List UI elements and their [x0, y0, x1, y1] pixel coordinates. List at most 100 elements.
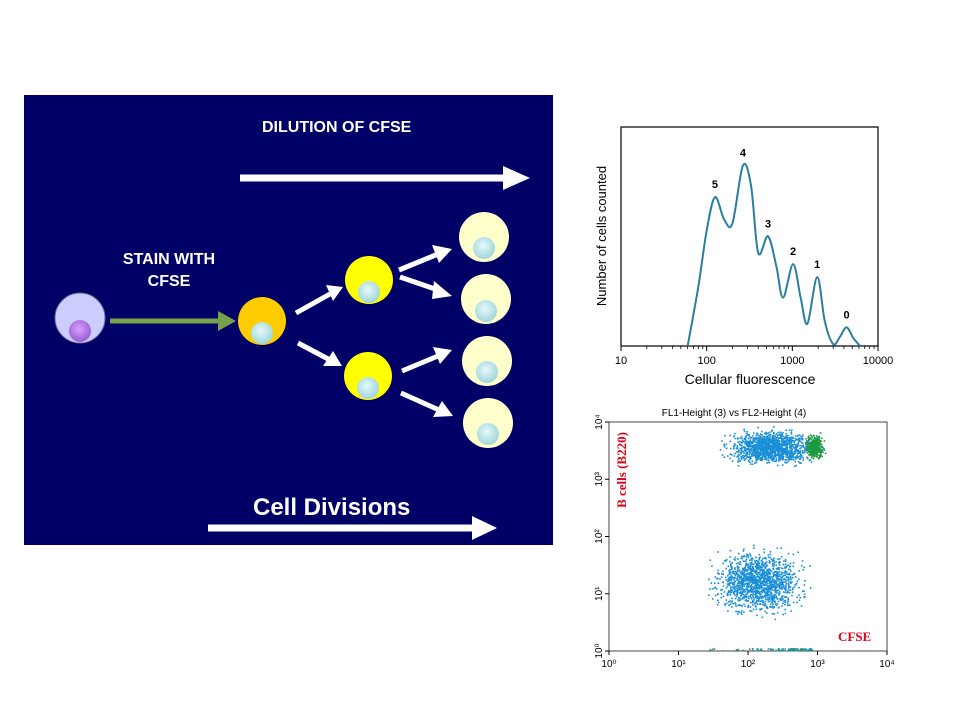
flow-dot — [779, 437, 781, 439]
flow-dot — [754, 580, 756, 583]
flow-dot — [737, 561, 740, 564]
flow-dot — [739, 587, 742, 590]
flow-dot — [755, 456, 757, 458]
flow-dot — [791, 594, 793, 597]
flow-dot — [738, 599, 741, 602]
flow-dot — [759, 581, 761, 583]
flow-dot — [740, 441, 742, 443]
flow-dot — [798, 451, 801, 453]
flow-dot — [769, 603, 772, 605]
flow-dot — [777, 571, 779, 574]
flow-dot — [763, 569, 765, 571]
flow-dot — [786, 446, 789, 448]
flow-dot — [784, 588, 787, 591]
flow-dot — [752, 575, 754, 577]
flow-dot — [730, 589, 732, 591]
flow-dot — [758, 573, 761, 576]
flow-dot — [751, 463, 754, 466]
flow-dot — [737, 465, 740, 467]
flow-dot — [756, 439, 759, 442]
flow-dot — [770, 457, 772, 459]
flow-dot — [783, 596, 786, 598]
flow-dot — [820, 451, 823, 454]
flow-dot — [786, 602, 789, 604]
flow-dot — [795, 464, 797, 467]
flow-dot — [801, 451, 804, 453]
flow-dot — [741, 557, 744, 560]
flow-dot — [730, 571, 732, 573]
flow-dot — [733, 455, 735, 457]
flow-dot — [766, 607, 769, 609]
flow-dot — [801, 455, 803, 458]
flow-dot — [736, 447, 739, 450]
flow-dot — [759, 435, 761, 437]
flow-dot — [766, 449, 768, 451]
flow-dot — [736, 577, 738, 580]
flow-dot — [730, 565, 732, 568]
flow-dot — [734, 452, 736, 455]
flow-dot — [812, 457, 815, 460]
flow-dot — [775, 447, 778, 450]
flow-dot — [759, 584, 761, 587]
flow-dot — [722, 595, 725, 598]
flow-dot — [742, 446, 745, 448]
parent-cell — [54, 292, 106, 344]
flow-dot — [767, 443, 770, 446]
flow-dot — [816, 456, 818, 458]
flow-dot — [752, 453, 754, 456]
flow-dot — [786, 571, 788, 573]
flow-dot — [806, 457, 809, 460]
flow-dot — [777, 438, 779, 441]
flow-dot — [767, 600, 770, 603]
flow-y-tick-label: 10³ — [594, 471, 605, 486]
flow-dot — [796, 435, 799, 437]
flow-dot — [742, 569, 744, 572]
flow-dot — [812, 443, 814, 446]
flow-dot — [785, 572, 787, 575]
flow-dot — [791, 436, 794, 438]
flow-dot — [775, 460, 777, 462]
flow-dot — [783, 440, 786, 443]
flow-dot — [762, 604, 765, 606]
flow-dot — [744, 599, 747, 602]
flow-dot — [760, 587, 763, 590]
flow-dot — [799, 455, 801, 457]
flow-dot — [790, 649, 792, 652]
flow-dot — [797, 442, 800, 444]
flow-dot — [734, 590, 736, 593]
stained-cell — [238, 297, 286, 345]
flow-dot — [781, 438, 784, 441]
flow-dot — [737, 451, 740, 453]
flow-dot — [721, 454, 724, 456]
flow-dot — [773, 445, 775, 448]
flow-dot — [777, 579, 779, 582]
flow-dot — [747, 437, 750, 440]
flow-dot — [771, 577, 773, 580]
flow-dot — [780, 444, 782, 446]
flow-dot — [772, 585, 775, 587]
flow-dot — [789, 566, 791, 568]
flow-dot — [812, 447, 815, 450]
flow-dot — [803, 596, 805, 598]
flow-dot — [761, 458, 764, 461]
flow-dot — [769, 437, 772, 440]
flow-dot — [796, 449, 798, 451]
flow-dot — [797, 437, 800, 440]
flow-dot — [817, 441, 819, 444]
flow-dot — [781, 434, 784, 436]
flow-dot — [782, 454, 784, 457]
flow-dot — [781, 586, 784, 588]
flow-dot — [775, 459, 778, 461]
flow-dot — [791, 452, 793, 454]
flow-dot — [803, 446, 805, 449]
flow-dot — [766, 439, 769, 442]
flow-dot — [746, 448, 749, 450]
flow-dot — [746, 573, 748, 576]
flow-dot — [772, 454, 774, 457]
flow-dot — [751, 570, 753, 573]
flow-dot — [754, 579, 757, 581]
flow-dot — [729, 594, 732, 596]
flow-dot — [760, 608, 762, 611]
flow-dot — [765, 455, 767, 458]
flow-dot — [775, 454, 778, 456]
